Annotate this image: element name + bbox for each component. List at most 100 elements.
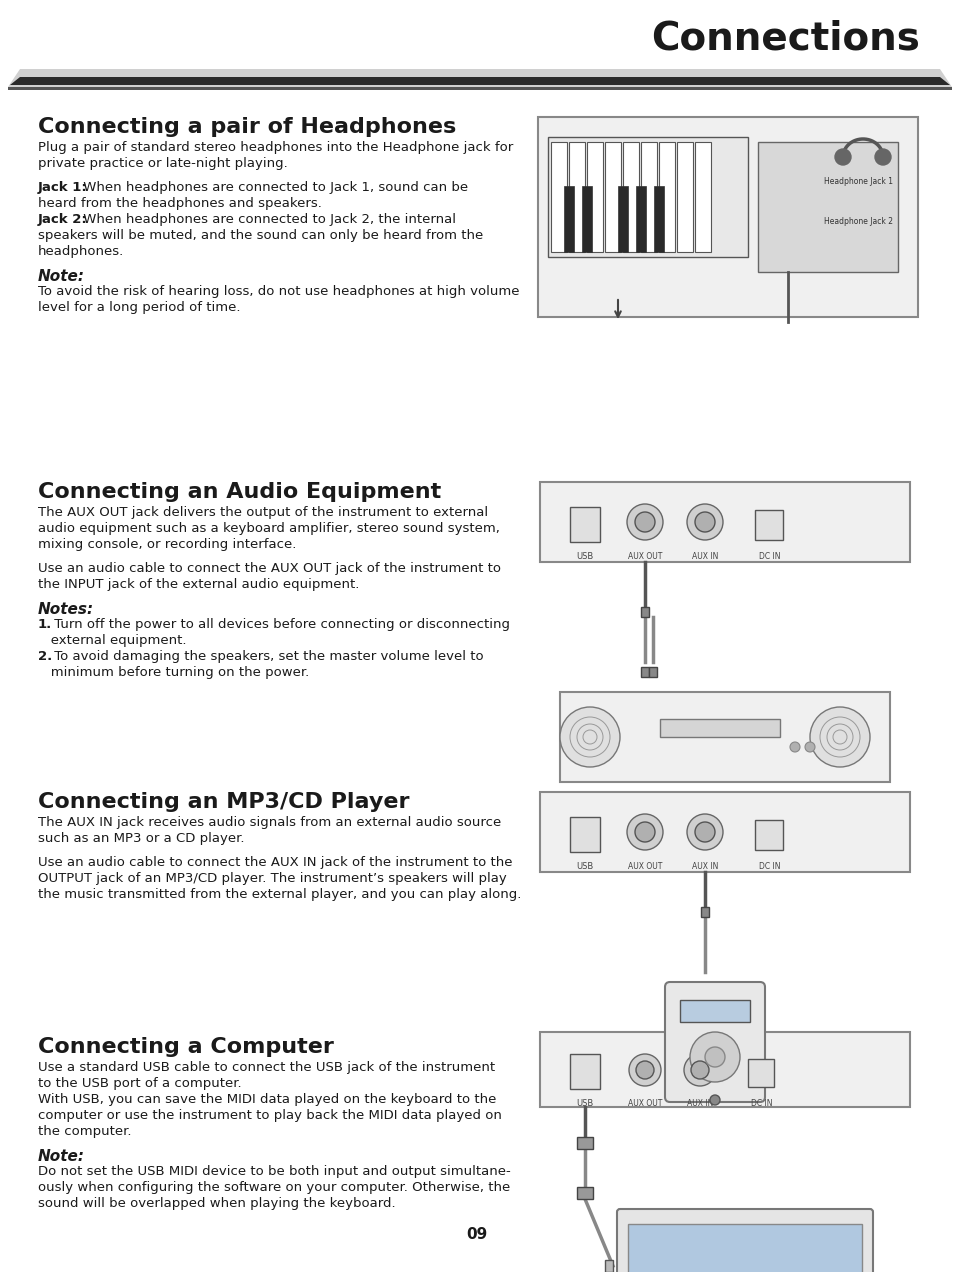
Text: Jack 1:: Jack 1: [38,181,88,195]
Text: 1.: 1. [38,618,52,631]
FancyBboxPatch shape [664,982,764,1102]
Bar [551,142,566,252]
Text: Use a standard USB cable to connect the USB jack of the instrument: Use a standard USB cable to connect the … [38,1061,495,1074]
Text: Note:: Note: [38,268,85,284]
Text: such as an MP3 or a CD player.: such as an MP3 or a CD player. [38,832,244,845]
Circle shape [789,742,800,752]
Bar [604,1261,613,1272]
Bar [569,508,599,542]
Text: The AUX IN jack receives audio signals from an external audio source: The AUX IN jack receives audio signals f… [38,817,500,829]
Text: private practice or late-night playing.: private practice or late-night playing. [38,156,288,170]
Circle shape [809,707,869,767]
Bar [539,1032,909,1107]
Text: Turn off the power to all devices before connecting or disconnecting: Turn off the power to all devices before… [50,618,509,631]
Bar [648,667,657,677]
Circle shape [683,1054,716,1086]
Text: Use an audio cable to connect the AUX IN jack of the instrument to the: Use an audio cable to connect the AUX IN… [38,856,512,869]
Text: Use an audio cable to connect the AUX OUT jack of the instrument to: Use an audio cable to connect the AUX OU… [38,562,500,575]
Circle shape [559,707,619,767]
Text: ously when configuring the software on your computer. Otherwise, the: ously when configuring the software on y… [38,1180,510,1194]
Circle shape [695,822,714,842]
Bar [604,142,620,252]
Text: When headphones are connected to Jack 1, sound can be: When headphones are connected to Jack 1,… [79,181,468,195]
Circle shape [834,149,850,165]
Text: AUX IN: AUX IN [691,552,718,561]
Text: USB: USB [576,552,593,561]
Bar [640,142,657,252]
Bar [586,142,602,252]
Text: To avoid damaging the speakers, set the master volume level to: To avoid damaging the speakers, set the … [50,650,483,663]
Text: Plug a pair of standard stereo headphones into the Headphone jack for: Plug a pair of standard stereo headphone… [38,141,513,154]
Text: to the USB port of a computer.: to the USB port of a computer. [38,1077,241,1090]
Text: Jack 2:: Jack 2: [38,212,88,226]
Bar [627,1224,862,1272]
Text: audio equipment such as a keyboard amplifier, stereo sound system,: audio equipment such as a keyboard ampli… [38,522,499,536]
Circle shape [704,1047,724,1067]
Text: Connecting a Computer: Connecting a Computer [38,1037,334,1057]
Bar [659,142,675,252]
Circle shape [874,149,890,165]
Bar [577,1187,593,1199]
Text: When headphones are connected to Jack 2, the internal: When headphones are connected to Jack 2,… [79,212,456,226]
FancyBboxPatch shape [617,1208,872,1272]
Text: Headphone Jack 1: Headphone Jack 1 [823,177,892,186]
Text: DC IN: DC IN [750,1099,772,1108]
Text: level for a long period of time.: level for a long period of time. [38,301,240,314]
Text: DC IN: DC IN [759,552,780,561]
Circle shape [635,822,655,842]
Circle shape [686,504,722,541]
Text: USB: USB [576,1099,593,1108]
Text: OUTPUT jack of an MP3/CD player. The instrument’s speakers will play: OUTPUT jack of an MP3/CD player. The ins… [38,873,506,885]
Bar [568,142,584,252]
Text: Connections: Connections [651,20,919,59]
Polygon shape [8,86,951,90]
Text: AUX OUT: AUX OUT [627,1099,661,1108]
Bar [618,186,627,252]
Bar [563,186,574,252]
Text: external equipment.: external equipment. [38,633,186,647]
Text: headphones.: headphones. [38,245,124,258]
Text: 2.: 2. [38,650,52,663]
Text: AUX IN: AUX IN [686,1099,713,1108]
Bar [758,142,897,272]
Bar [695,142,710,252]
Text: Headphone Jack 2: Headphone Jack 2 [823,218,892,226]
Bar [569,817,599,852]
Bar [622,142,639,252]
Text: Notes:: Notes: [38,602,94,617]
Bar [754,820,782,850]
Text: the music transmitted from the external player, and you can play along.: the music transmitted from the external … [38,888,521,901]
Bar [747,1060,773,1088]
Bar [577,1137,593,1149]
Text: Note:: Note: [38,1149,85,1164]
Text: the INPUT jack of the external audio equipment.: the INPUT jack of the external audio equ… [38,577,359,591]
Text: mixing console, or recording interface.: mixing console, or recording interface. [38,538,296,551]
Bar [700,907,708,917]
Bar [537,117,917,317]
Text: the computer.: the computer. [38,1124,132,1138]
Text: USB: USB [576,862,593,871]
Text: To avoid the risk of hearing loss, do not use headphones at high volume: To avoid the risk of hearing loss, do no… [38,285,519,298]
Circle shape [626,814,662,850]
Text: Connecting a pair of Headphones: Connecting a pair of Headphones [38,117,456,137]
Bar [636,186,645,252]
Text: computer or use the instrument to play back the MIDI data played on: computer or use the instrument to play b… [38,1109,501,1122]
Circle shape [709,1095,720,1105]
Text: sound will be overlapped when playing the keyboard.: sound will be overlapped when playing th… [38,1197,395,1210]
Bar [569,1054,599,1089]
Bar [679,1000,749,1021]
Text: AUX IN: AUX IN [691,862,718,871]
Circle shape [636,1061,654,1079]
Text: Do not set the USB MIDI device to be both input and output simultane-: Do not set the USB MIDI device to be bot… [38,1165,510,1178]
Text: heard from the headphones and speakers.: heard from the headphones and speakers. [38,197,321,210]
Bar [640,607,648,617]
Circle shape [626,504,662,541]
Circle shape [689,1032,740,1082]
Circle shape [628,1054,660,1086]
Bar [659,719,780,736]
Bar [547,137,747,257]
Circle shape [804,742,814,752]
Bar [539,482,909,562]
Text: DC IN: DC IN [759,862,780,871]
Bar [559,692,889,782]
